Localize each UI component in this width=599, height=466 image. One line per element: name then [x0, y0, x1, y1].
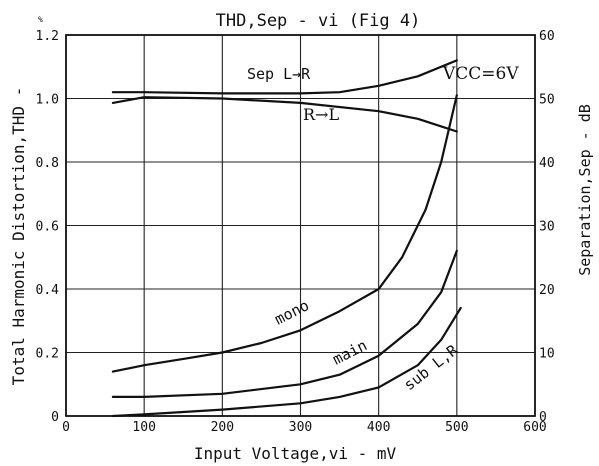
- y-axis-label-right: Separation,Sep - dB: [576, 104, 594, 276]
- y-tick-label-right: 0: [539, 410, 547, 425]
- y-tick-label-right: 40: [539, 156, 555, 171]
- y-tick-label-right: 20: [539, 283, 555, 298]
- y-axis-unit-left: %: [38, 15, 43, 24]
- y-tick-label-left: 0.6: [36, 220, 59, 235]
- series-label-r-l: R→L: [303, 105, 339, 124]
- x-axis-label: Input Voltage,vi - mV: [194, 444, 397, 463]
- y-tick-label-left: 0.4: [36, 283, 60, 298]
- x-tick-label: 0: [62, 420, 70, 435]
- x-tick-label: 600: [523, 420, 546, 435]
- x-tick-label: 100: [132, 420, 155, 435]
- y-axis-label-left: Total Harmonic Distortion,THD -: [9, 87, 28, 386]
- y-tick-label-left: 1.2: [36, 29, 59, 44]
- y-tick-label-right: 60: [539, 29, 555, 44]
- y-tick-label-left: 0.8: [36, 156, 59, 171]
- x-tick-label: 500: [445, 420, 468, 435]
- series-label-mono: mono: [272, 296, 312, 328]
- series-line-mono: [111, 94, 458, 373]
- y-tick-label-right: 30: [539, 220, 555, 235]
- series-line-sep-l-r: [111, 59, 458, 95]
- series-line-main: [111, 249, 458, 398]
- series-label-sep-l-r: Sep L→R: [247, 65, 311, 83]
- y-tick-label-left: 1.0: [36, 93, 59, 108]
- x-tick-label: 200: [211, 420, 234, 435]
- series-line-r-l: [111, 96, 458, 133]
- series-line-sub-l-r: [111, 306, 462, 418]
- y-tick-label-left: 0.2: [36, 347, 59, 362]
- plot-frame: [65, 34, 536, 417]
- y-tick-label-left: 0: [51, 410, 59, 425]
- vcc-annotation: VCC=6V: [442, 64, 519, 84]
- axis-ticks: 0 100 200 300 400 500 60000.20.40.60.81.01.201…: [36, 29, 555, 435]
- y-tick-label-right: 50: [539, 93, 555, 108]
- chart-title: THD,Sep - vi (Fig 4): [216, 11, 421, 31]
- x-tick-label: 400: [367, 420, 390, 435]
- series-lines: [111, 59, 462, 418]
- x-tick-label: 300: [289, 420, 312, 435]
- y-tick-label-right: 10: [539, 347, 555, 362]
- series-label-sub-l-r: sub L,R: [400, 340, 462, 394]
